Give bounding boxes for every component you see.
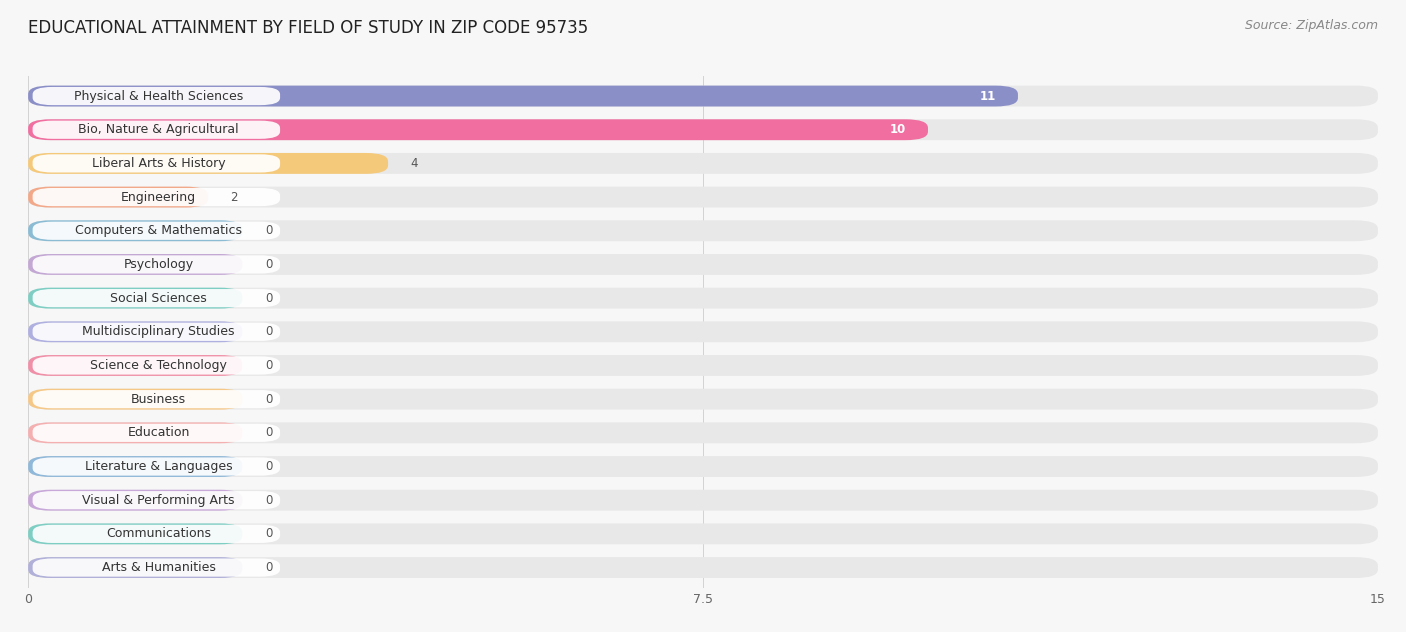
FancyBboxPatch shape: [32, 222, 280, 240]
FancyBboxPatch shape: [28, 254, 1378, 275]
FancyBboxPatch shape: [28, 557, 1378, 578]
FancyBboxPatch shape: [28, 355, 1378, 376]
FancyBboxPatch shape: [28, 288, 1378, 308]
FancyBboxPatch shape: [32, 390, 280, 408]
FancyBboxPatch shape: [32, 289, 280, 307]
FancyBboxPatch shape: [32, 525, 280, 543]
Text: 0: 0: [264, 359, 273, 372]
Text: 0: 0: [264, 527, 273, 540]
Text: Science & Technology: Science & Technology: [90, 359, 226, 372]
FancyBboxPatch shape: [32, 87, 280, 105]
FancyBboxPatch shape: [28, 389, 1378, 410]
FancyBboxPatch shape: [28, 186, 208, 207]
Text: 0: 0: [264, 561, 273, 574]
FancyBboxPatch shape: [28, 389, 242, 410]
Text: 0: 0: [264, 224, 273, 237]
FancyBboxPatch shape: [28, 221, 1378, 241]
FancyBboxPatch shape: [28, 186, 1378, 207]
FancyBboxPatch shape: [32, 154, 280, 173]
FancyBboxPatch shape: [32, 423, 280, 442]
FancyBboxPatch shape: [28, 523, 242, 544]
FancyBboxPatch shape: [32, 356, 280, 375]
Text: 4: 4: [411, 157, 418, 170]
Text: Arts & Humanities: Arts & Humanities: [101, 561, 215, 574]
Text: 0: 0: [264, 460, 273, 473]
FancyBboxPatch shape: [32, 559, 280, 576]
FancyBboxPatch shape: [32, 323, 280, 341]
Text: Liberal Arts & History: Liberal Arts & History: [91, 157, 225, 170]
FancyBboxPatch shape: [28, 422, 1378, 443]
FancyBboxPatch shape: [28, 85, 1018, 106]
Text: Source: ZipAtlas.com: Source: ZipAtlas.com: [1244, 19, 1378, 32]
FancyBboxPatch shape: [28, 456, 1378, 477]
Text: Psychology: Psychology: [124, 258, 194, 271]
Text: Bio, Nature & Agricultural: Bio, Nature & Agricultural: [79, 123, 239, 137]
Text: Computers & Mathematics: Computers & Mathematics: [75, 224, 242, 237]
Text: 0: 0: [264, 325, 273, 338]
FancyBboxPatch shape: [28, 254, 242, 275]
FancyBboxPatch shape: [28, 119, 1378, 140]
Text: 0: 0: [264, 427, 273, 439]
Text: Communications: Communications: [105, 527, 211, 540]
Text: 11: 11: [979, 90, 995, 102]
FancyBboxPatch shape: [28, 422, 242, 443]
FancyBboxPatch shape: [32, 458, 280, 476]
FancyBboxPatch shape: [28, 557, 242, 578]
FancyBboxPatch shape: [28, 490, 1378, 511]
Text: Visual & Performing Arts: Visual & Performing Arts: [83, 494, 235, 507]
Text: Social Sciences: Social Sciences: [110, 291, 207, 305]
FancyBboxPatch shape: [28, 288, 242, 308]
Text: 0: 0: [264, 291, 273, 305]
FancyBboxPatch shape: [28, 85, 1378, 106]
Text: Physical & Health Sciences: Physical & Health Sciences: [75, 90, 243, 102]
FancyBboxPatch shape: [32, 188, 280, 206]
Text: 0: 0: [264, 258, 273, 271]
FancyBboxPatch shape: [32, 121, 280, 139]
FancyBboxPatch shape: [28, 119, 928, 140]
FancyBboxPatch shape: [28, 153, 388, 174]
FancyBboxPatch shape: [28, 321, 242, 343]
FancyBboxPatch shape: [28, 321, 1378, 343]
Text: 2: 2: [231, 191, 238, 204]
FancyBboxPatch shape: [28, 153, 1378, 174]
Text: Multidisciplinary Studies: Multidisciplinary Studies: [83, 325, 235, 338]
FancyBboxPatch shape: [28, 221, 242, 241]
FancyBboxPatch shape: [28, 523, 1378, 544]
FancyBboxPatch shape: [32, 255, 280, 274]
FancyBboxPatch shape: [32, 491, 280, 509]
FancyBboxPatch shape: [28, 355, 242, 376]
Text: 0: 0: [264, 392, 273, 406]
Text: EDUCATIONAL ATTAINMENT BY FIELD OF STUDY IN ZIP CODE 95735: EDUCATIONAL ATTAINMENT BY FIELD OF STUDY…: [28, 19, 588, 37]
Text: 10: 10: [889, 123, 905, 137]
FancyBboxPatch shape: [28, 490, 242, 511]
Text: Education: Education: [128, 427, 190, 439]
Text: 0: 0: [264, 494, 273, 507]
FancyBboxPatch shape: [28, 456, 242, 477]
Text: Engineering: Engineering: [121, 191, 197, 204]
Text: Literature & Languages: Literature & Languages: [84, 460, 232, 473]
Text: Business: Business: [131, 392, 186, 406]
